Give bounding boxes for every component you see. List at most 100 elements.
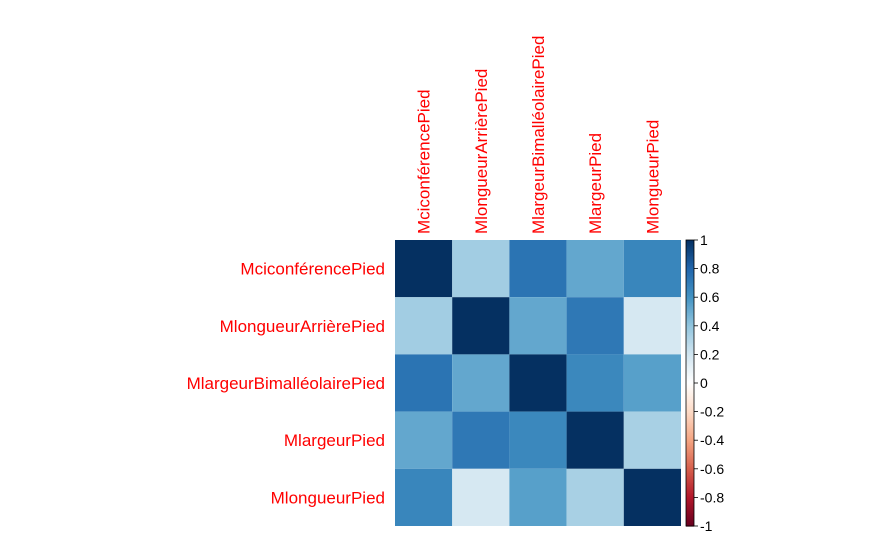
heatmap-cell	[509, 354, 567, 412]
colorbar-segment	[686, 494, 694, 497]
colorbar-segment	[686, 352, 694, 355]
colorbar-segment	[686, 365, 694, 368]
colorbar-segment	[686, 362, 694, 366]
colorbar-segment	[686, 255, 694, 258]
colorbar-segment	[686, 403, 694, 406]
colorbar-segment	[686, 440, 694, 443]
colorbar-segment	[686, 280, 694, 283]
colorbar-tick-label: 1	[700, 232, 708, 248]
colorbar-segment	[686, 292, 694, 295]
heatmap-cell	[566, 411, 624, 469]
colorbar-tick-label: 0.8	[700, 261, 720, 277]
colorbar-segment	[686, 500, 694, 503]
row-label: MlargeurPied	[284, 431, 385, 450]
colorbar-segment	[686, 388, 694, 391]
colorbar-tick-label: -0.8	[700, 489, 724, 505]
heatmap-cell	[509, 411, 567, 469]
colorbar-segment	[686, 341, 694, 344]
colorbar-segment	[686, 300, 694, 303]
colorbar-segment	[686, 325, 694, 328]
row-label: MlongueurPied	[271, 488, 385, 507]
colorbar-segment	[686, 265, 694, 268]
colorbar-segment	[686, 285, 694, 288]
colorbar-segment	[686, 338, 694, 341]
colorbar-segment	[686, 330, 694, 333]
colorbar-segment	[686, 254, 694, 257]
colorbar-segment	[686, 304, 694, 307]
colorbar-segment	[686, 288, 694, 291]
heatmap-cell	[623, 354, 681, 412]
colorbar-segment	[686, 311, 694, 314]
colorbar-segment	[686, 277, 694, 280]
colorbar-segment	[686, 520, 694, 523]
colorbar-segment	[686, 458, 694, 461]
colorbar: 1 0.8 0.6 0.4 0.2 0 -0.2 -0.4 -0.6 -0.8 -1	[685, 232, 724, 534]
colorbar-segment	[686, 474, 694, 477]
colorbar-segment	[686, 302, 694, 305]
colorbar-segment	[686, 517, 694, 520]
heatmap-cell	[395, 240, 453, 298]
row-label: MciconférencePied	[240, 260, 385, 279]
colorbar-segment	[686, 281, 694, 284]
column-label: MlongueurArrièrePied	[472, 69, 491, 234]
colorbar-segment	[686, 331, 694, 334]
colorbar-segment	[686, 483, 694, 486]
colorbar-segment	[686, 430, 694, 433]
colorbar-segment	[686, 418, 694, 421]
colorbar-segment	[686, 455, 694, 458]
colorbar-segment	[686, 384, 694, 387]
colorbar-segment	[686, 248, 694, 251]
colorbar-segment	[686, 332, 694, 335]
colorbar-segment	[686, 504, 694, 507]
colorbar-segment	[686, 291, 694, 294]
colorbar-segment	[686, 505, 694, 509]
heatmap-cell	[566, 354, 624, 412]
colorbar-segment	[686, 433, 694, 436]
heatmap-cell	[452, 354, 510, 412]
colorbar-segment	[686, 364, 694, 367]
colorbar-segment	[686, 481, 694, 484]
colorbar-segment	[686, 375, 694, 378]
colorbar-segment	[686, 438, 694, 441]
colorbar-segment	[686, 397, 694, 400]
colorbar-segment	[686, 317, 694, 320]
heatmap-cell	[395, 297, 453, 355]
colorbar-segment	[686, 260, 694, 263]
colorbar-segment	[686, 410, 694, 413]
colorbar-segment	[686, 501, 694, 504]
colorbar-segment	[686, 250, 694, 253]
colorbar-tick-label: -1	[700, 518, 713, 534]
colorbar-segment	[686, 511, 694, 514]
colorbar-segment	[686, 315, 694, 318]
heatmap-cell	[509, 468, 567, 526]
colorbar-segment	[686, 310, 694, 313]
colorbar-segment	[686, 272, 694, 275]
column-label: MlargeurPied	[586, 133, 605, 234]
colorbar-segment	[686, 471, 694, 474]
heatmap-cell	[395, 411, 453, 469]
colorbar-segment	[686, 350, 694, 353]
colorbar-segment	[686, 247, 694, 250]
colorbar-segment	[686, 445, 694, 448]
colorbar-segment	[686, 244, 694, 247]
colorbar-segment	[686, 450, 694, 453]
colorbar-segment	[686, 425, 694, 428]
colorbar-segment	[686, 301, 694, 304]
heatmap-cell	[623, 468, 681, 526]
colorbar-tick-label: -0.2	[700, 404, 724, 420]
heatmap-cell	[509, 297, 567, 355]
colorbar-segment	[686, 380, 694, 383]
colorbar-segment	[686, 395, 694, 398]
colorbar-segment	[686, 337, 694, 340]
colorbar-segment	[686, 385, 694, 388]
colorbar-segment	[686, 262, 694, 265]
colorbar-segment	[686, 514, 694, 517]
row-label: MlargeurBimalléolairePied	[187, 374, 385, 393]
colorbar-segment	[686, 275, 694, 278]
colorbar-segment	[686, 361, 694, 364]
colorbar-tick-label: -0.6	[700, 461, 724, 477]
colorbar-segment	[686, 327, 694, 330]
colorbar-segment	[686, 491, 694, 494]
colorbar-segment	[686, 328, 694, 331]
